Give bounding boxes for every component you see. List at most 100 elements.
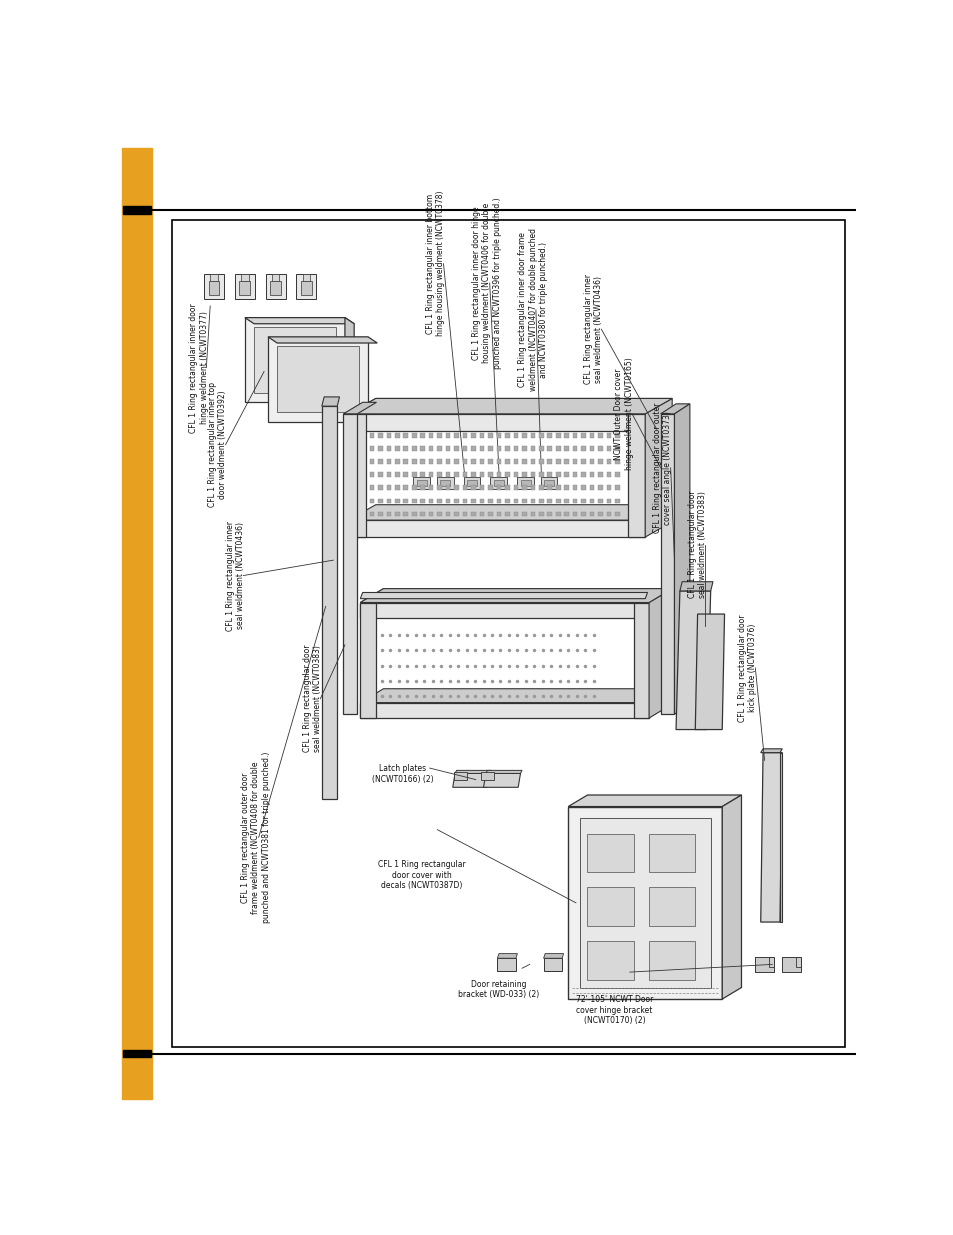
- Polygon shape: [556, 499, 560, 503]
- Polygon shape: [556, 472, 560, 477]
- Polygon shape: [556, 485, 560, 490]
- Polygon shape: [479, 433, 484, 437]
- Polygon shape: [513, 511, 517, 516]
- Polygon shape: [349, 505, 672, 520]
- Polygon shape: [369, 433, 374, 437]
- Polygon shape: [349, 414, 644, 431]
- Polygon shape: [377, 459, 382, 464]
- Polygon shape: [521, 511, 526, 516]
- Polygon shape: [369, 511, 374, 516]
- Polygon shape: [538, 459, 543, 464]
- Polygon shape: [598, 459, 602, 464]
- Polygon shape: [454, 433, 458, 437]
- Polygon shape: [488, 446, 493, 451]
- Polygon shape: [587, 941, 633, 979]
- Polygon shape: [587, 888, 633, 926]
- Polygon shape: [369, 459, 374, 464]
- Polygon shape: [479, 485, 484, 490]
- Polygon shape: [349, 520, 644, 537]
- Polygon shape: [497, 958, 516, 971]
- Polygon shape: [540, 477, 557, 489]
- Polygon shape: [412, 511, 416, 516]
- Polygon shape: [572, 499, 577, 503]
- Polygon shape: [462, 511, 467, 516]
- Polygon shape: [462, 485, 467, 490]
- Polygon shape: [395, 459, 399, 464]
- Polygon shape: [580, 499, 585, 503]
- Polygon shape: [564, 511, 568, 516]
- Polygon shape: [369, 446, 374, 451]
- Text: CFL 1 Ring rectangular inner top
door weldment (NCWT0392): CFL 1 Ring rectangular inner top door we…: [208, 382, 227, 508]
- Polygon shape: [659, 414, 674, 714]
- Polygon shape: [513, 485, 517, 490]
- Polygon shape: [538, 485, 543, 490]
- Polygon shape: [598, 499, 602, 503]
- Polygon shape: [572, 459, 577, 464]
- Polygon shape: [760, 752, 781, 923]
- Polygon shape: [556, 446, 560, 451]
- Polygon shape: [234, 274, 254, 299]
- Polygon shape: [403, 485, 408, 490]
- Polygon shape: [471, 433, 476, 437]
- Polygon shape: [543, 958, 561, 971]
- Polygon shape: [781, 957, 800, 972]
- Bar: [123, 206, 151, 214]
- Polygon shape: [360, 589, 672, 603]
- Polygon shape: [436, 477, 453, 489]
- Polygon shape: [377, 472, 382, 477]
- Polygon shape: [416, 480, 426, 487]
- Polygon shape: [564, 433, 568, 437]
- Polygon shape: [488, 499, 493, 503]
- Polygon shape: [463, 477, 480, 489]
- Polygon shape: [420, 499, 425, 503]
- Text: Latch plates
(NCWT0166) (2): Latch plates (NCWT0166) (2): [372, 764, 433, 783]
- Polygon shape: [241, 274, 249, 280]
- Text: CFL 1 Ring rectangular inner door hinge
housing weldment (NCWT0406 for double
pu: CFL 1 Ring rectangular inner door hinge …: [472, 198, 501, 369]
- Polygon shape: [488, 485, 493, 490]
- Polygon shape: [513, 459, 517, 464]
- Polygon shape: [462, 433, 467, 437]
- Polygon shape: [547, 511, 552, 516]
- Polygon shape: [485, 771, 521, 773]
- Polygon shape: [589, 511, 594, 516]
- Polygon shape: [349, 414, 365, 537]
- Polygon shape: [568, 806, 721, 999]
- Polygon shape: [530, 433, 535, 437]
- Polygon shape: [412, 472, 416, 477]
- Polygon shape: [547, 433, 552, 437]
- Polygon shape: [488, 472, 493, 477]
- Polygon shape: [471, 446, 476, 451]
- Polygon shape: [420, 472, 425, 477]
- Polygon shape: [648, 888, 695, 926]
- Polygon shape: [572, 433, 577, 437]
- Polygon shape: [530, 459, 535, 464]
- Polygon shape: [648, 589, 672, 718]
- Polygon shape: [504, 511, 509, 516]
- Polygon shape: [204, 274, 224, 299]
- Polygon shape: [598, 446, 602, 451]
- Polygon shape: [429, 472, 433, 477]
- Polygon shape: [479, 459, 484, 464]
- Polygon shape: [494, 480, 503, 487]
- Polygon shape: [676, 592, 710, 730]
- Polygon shape: [530, 499, 535, 503]
- Text: CFL 1 Ring rectangular door
seal weldment (NCWT0383): CFL 1 Ring rectangular door seal weldmen…: [302, 645, 322, 752]
- Polygon shape: [564, 472, 568, 477]
- Polygon shape: [543, 953, 563, 958]
- Polygon shape: [455, 771, 491, 773]
- Polygon shape: [497, 446, 500, 451]
- Polygon shape: [395, 485, 399, 490]
- Polygon shape: [615, 499, 619, 503]
- Polygon shape: [564, 499, 568, 503]
- Polygon shape: [345, 317, 354, 409]
- Polygon shape: [445, 433, 450, 437]
- Polygon shape: [504, 433, 509, 437]
- Polygon shape: [454, 772, 466, 779]
- Text: CFL 1 Ring rectangular door outer
cover seal angle (NCWT0373): CFL 1 Ring rectangular door outer cover …: [652, 403, 672, 534]
- Polygon shape: [471, 472, 476, 477]
- Polygon shape: [445, 459, 450, 464]
- Polygon shape: [377, 446, 382, 451]
- Polygon shape: [544, 480, 553, 487]
- Polygon shape: [360, 703, 648, 718]
- Polygon shape: [386, 459, 391, 464]
